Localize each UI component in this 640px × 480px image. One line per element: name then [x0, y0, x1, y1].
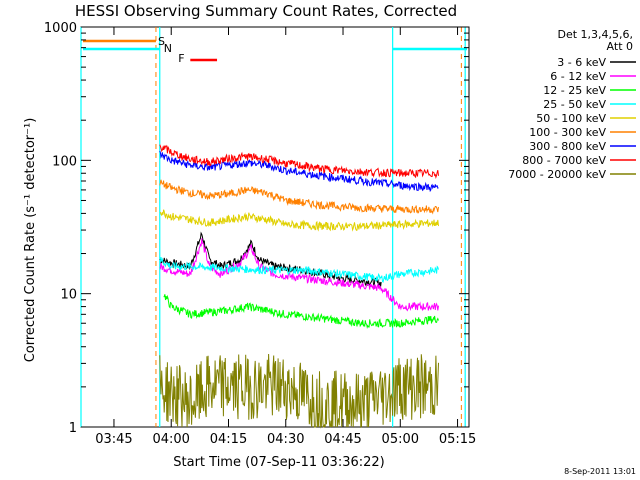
y-tick-label-2: 100 [52, 154, 77, 169]
series-line-0 [159, 231, 382, 287]
series-layer [159, 144, 439, 429]
annotation-layer: SNF [83, 35, 467, 65]
legend-label-0: 3 - 6 keV [557, 56, 606, 69]
x-tick-label-3: 04:30 [267, 432, 304, 447]
chart-title: HESSI Observing Summary Count Rates, Cor… [75, 2, 457, 20]
x-axis-label: Start Time (07-Sep-11 03:36:22) [173, 455, 384, 470]
legend-label-3: 25 - 50 keV [543, 98, 606, 111]
legend-title-0: Det 1,3,4,5,6, [557, 28, 633, 41]
series-line-1 [159, 238, 439, 312]
legend-label-5: 100 - 300 keV [529, 126, 606, 139]
legend-label-2: 12 - 25 keV [543, 84, 606, 97]
x-tick-label-5: 05:00 [382, 432, 419, 447]
series-line-6 [159, 150, 439, 193]
night-marker-label: N [164, 42, 172, 55]
y-tick-label-0: 1 [69, 421, 77, 436]
y-tick-label-1: 10 [60, 288, 77, 303]
legend-label-8: 7000 - 20000 keV [508, 168, 606, 181]
series-line-7 [159, 144, 439, 179]
series-line-8 [159, 353, 439, 429]
series-line-2 [163, 294, 439, 329]
y-tick-label-3: 1000 [44, 21, 77, 36]
flare-marker-label: F [178, 52, 184, 65]
y-axis-label: Corrected Count Rate (s⁻¹ detector⁻¹) [23, 118, 38, 363]
saa-marker-label: S [158, 35, 165, 48]
legend-label-1: 6 - 12 keV [550, 70, 606, 83]
x-tick-label-0: 03:45 [95, 432, 132, 447]
legend-title-1: Att 0 [607, 40, 633, 53]
x-tick-label-6: 05:15 [439, 432, 476, 447]
x-tick-label-2: 04:15 [210, 432, 247, 447]
y-axis-ticks: 1 10 100 1000 [44, 21, 469, 436]
legend-label-7: 800 - 7000 keV [522, 154, 606, 167]
x-tick-label-4: 04:45 [324, 432, 361, 447]
series-line-4 [159, 209, 439, 232]
series-line-3 [159, 257, 439, 283]
legend-label-4: 50 - 100 keV [536, 112, 606, 125]
x-tick-label-1: 04:00 [152, 432, 189, 447]
series-line-5 [159, 179, 439, 215]
x-axis-ticks: 03:45 04:00 04:15 04:30 04:45 05:00 05:15 [95, 27, 476, 447]
footer-date: 8-Sep-2011 13:01 [564, 467, 636, 476]
legend-label-6: 300 - 800 keV [529, 140, 606, 153]
